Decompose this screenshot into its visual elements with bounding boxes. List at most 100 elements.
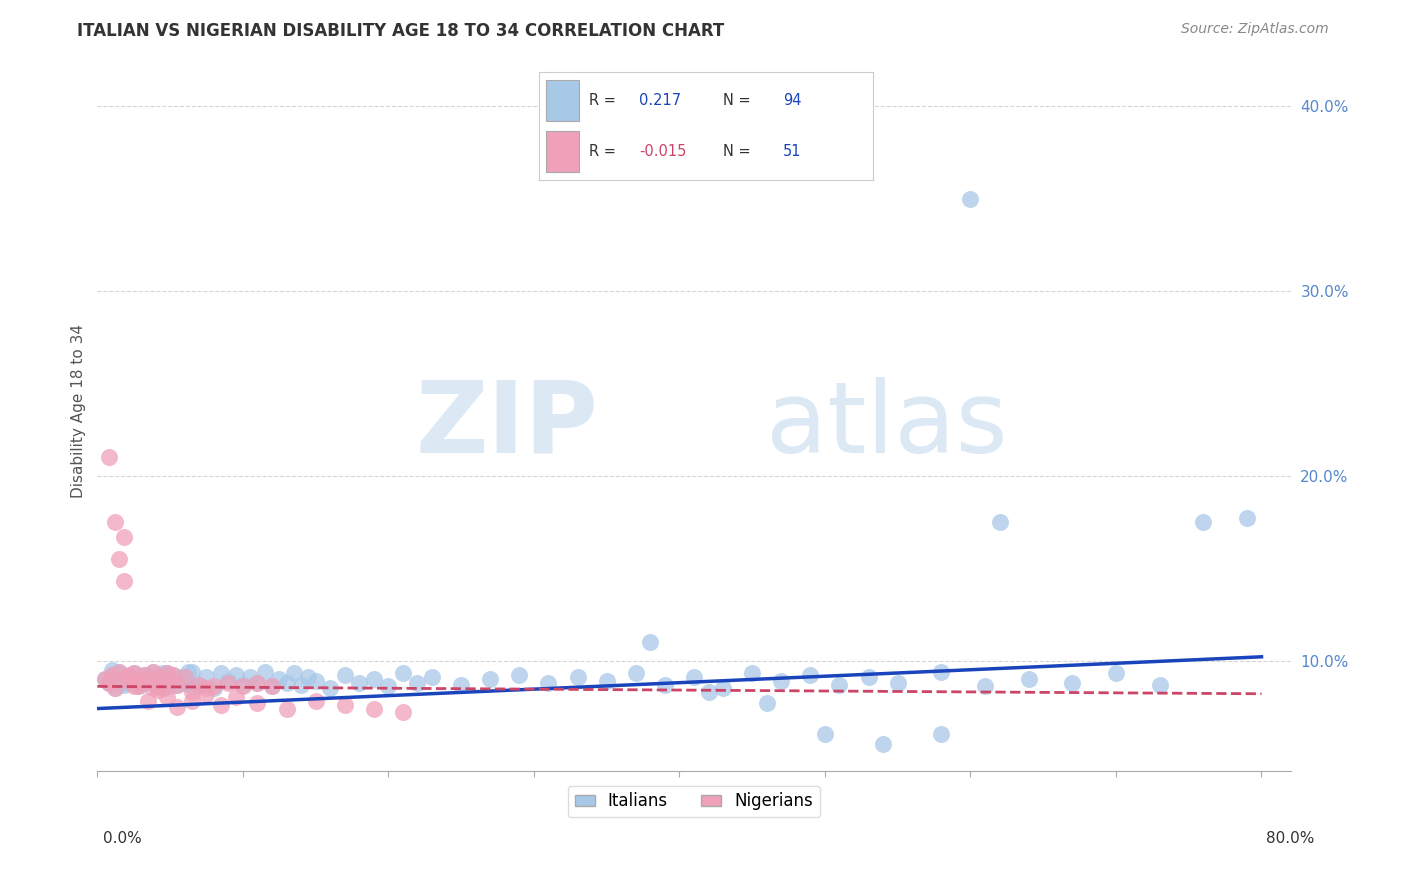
Point bbox=[93, 672, 115, 686]
Point bbox=[188, 677, 211, 691]
Point bbox=[276, 675, 298, 690]
Point bbox=[112, 574, 135, 588]
Point bbox=[537, 675, 560, 690]
Point bbox=[152, 666, 174, 681]
Point bbox=[260, 679, 283, 693]
Point bbox=[886, 675, 908, 690]
Point bbox=[173, 670, 195, 684]
Point bbox=[567, 670, 589, 684]
Point bbox=[188, 677, 211, 691]
Point bbox=[195, 681, 218, 696]
Point bbox=[173, 675, 195, 690]
Point bbox=[239, 670, 262, 684]
Point bbox=[406, 675, 429, 690]
Point bbox=[931, 727, 953, 741]
Point bbox=[156, 666, 179, 681]
Point bbox=[122, 668, 145, 682]
Point bbox=[159, 673, 181, 688]
Point bbox=[104, 515, 127, 529]
Point bbox=[246, 675, 269, 690]
Point bbox=[115, 670, 138, 684]
Point bbox=[156, 690, 179, 705]
Point bbox=[450, 677, 472, 691]
Point bbox=[148, 683, 170, 698]
Point bbox=[828, 677, 851, 691]
Point bbox=[148, 670, 170, 684]
Point bbox=[654, 677, 676, 691]
Point bbox=[232, 677, 254, 691]
Point bbox=[202, 679, 225, 693]
Point bbox=[129, 675, 152, 690]
Point bbox=[246, 696, 269, 710]
Point bbox=[508, 668, 530, 682]
Point bbox=[959, 192, 981, 206]
Point bbox=[202, 681, 225, 696]
Point bbox=[304, 673, 326, 688]
Point bbox=[217, 675, 239, 690]
Text: ITALIAN VS NIGERIAN DISABILITY AGE 18 TO 34 CORRELATION CHART: ITALIAN VS NIGERIAN DISABILITY AGE 18 TO… bbox=[77, 22, 724, 40]
Point bbox=[814, 727, 837, 741]
Point bbox=[166, 672, 188, 686]
Point bbox=[132, 668, 155, 682]
Point bbox=[152, 681, 174, 696]
Text: Source: ZipAtlas.com: Source: ZipAtlas.com bbox=[1181, 22, 1329, 37]
Point bbox=[232, 679, 254, 693]
Point bbox=[1192, 515, 1215, 529]
Point bbox=[101, 668, 124, 682]
Point bbox=[209, 698, 232, 712]
Point bbox=[122, 679, 145, 693]
Point bbox=[136, 672, 159, 686]
Point bbox=[319, 681, 342, 696]
Point bbox=[697, 685, 720, 699]
Point bbox=[148, 670, 170, 684]
Point bbox=[142, 665, 165, 679]
Point bbox=[162, 668, 184, 682]
Point bbox=[156, 666, 179, 681]
Point bbox=[1018, 672, 1040, 686]
Point bbox=[260, 679, 283, 693]
Point bbox=[195, 670, 218, 684]
Point bbox=[195, 687, 218, 701]
Point bbox=[122, 666, 145, 681]
Point bbox=[98, 675, 121, 690]
Point bbox=[479, 672, 502, 686]
Point bbox=[108, 665, 131, 679]
Point bbox=[108, 672, 131, 686]
Point bbox=[159, 679, 181, 693]
Point bbox=[377, 679, 399, 693]
Point bbox=[333, 668, 356, 682]
Point bbox=[118, 673, 141, 688]
Point bbox=[181, 679, 204, 693]
Point bbox=[181, 665, 204, 679]
Point bbox=[159, 673, 181, 688]
Point bbox=[166, 699, 188, 714]
Point bbox=[741, 666, 763, 681]
Point bbox=[363, 672, 385, 686]
Point bbox=[181, 694, 204, 708]
Point bbox=[974, 679, 997, 693]
Point bbox=[112, 677, 135, 691]
Text: atlas: atlas bbox=[766, 377, 1007, 474]
Point bbox=[145, 677, 167, 691]
Point bbox=[304, 694, 326, 708]
Point bbox=[931, 665, 953, 679]
Point bbox=[98, 675, 121, 690]
Point bbox=[136, 672, 159, 686]
Point bbox=[176, 665, 198, 679]
Point bbox=[101, 668, 124, 682]
Point bbox=[253, 665, 276, 679]
Point bbox=[392, 705, 415, 719]
Point bbox=[136, 670, 159, 684]
Point bbox=[276, 701, 298, 715]
Point bbox=[145, 677, 167, 691]
Point bbox=[118, 673, 141, 688]
Point bbox=[225, 668, 247, 682]
Point bbox=[290, 677, 312, 691]
Point bbox=[145, 673, 167, 688]
Point bbox=[93, 672, 115, 686]
Point bbox=[225, 690, 247, 705]
Text: ZIP: ZIP bbox=[416, 377, 599, 474]
Point bbox=[297, 670, 319, 684]
Point bbox=[217, 673, 239, 688]
Y-axis label: Disability Age 18 to 34: Disability Age 18 to 34 bbox=[72, 324, 86, 498]
